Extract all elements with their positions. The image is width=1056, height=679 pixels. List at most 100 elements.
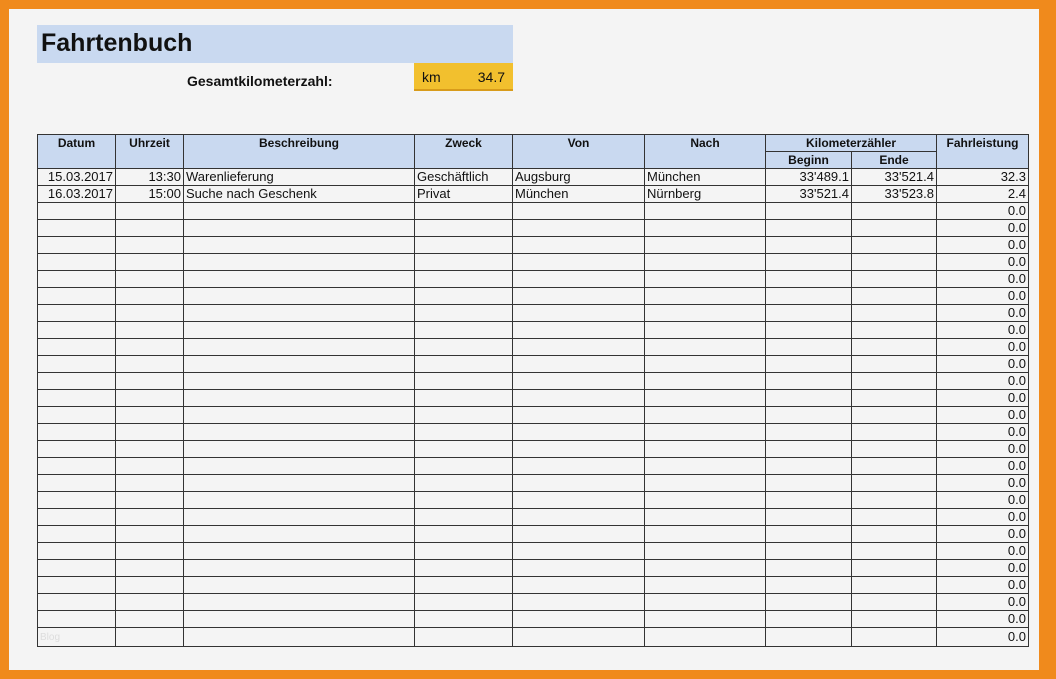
cell-beschreibung[interactable] bbox=[183, 304, 415, 322]
cell-nach[interactable] bbox=[644, 372, 766, 390]
cell-beschreibung[interactable] bbox=[183, 508, 415, 526]
cell-uhrzeit[interactable]: 13:30 bbox=[115, 168, 184, 186]
cell-nach[interactable] bbox=[644, 610, 766, 628]
cell-beginn[interactable] bbox=[765, 474, 852, 492]
cell-uhrzeit[interactable] bbox=[115, 372, 184, 390]
cell-zweck[interactable] bbox=[414, 406, 513, 424]
cell-uhrzeit[interactable] bbox=[115, 304, 184, 322]
cell-ende[interactable] bbox=[851, 389, 937, 407]
cell-ende[interactable] bbox=[851, 610, 937, 628]
cell-zweck[interactable] bbox=[414, 542, 513, 560]
cell-beginn[interactable] bbox=[765, 491, 852, 509]
cell-ende[interactable] bbox=[851, 457, 937, 475]
cell-zweck[interactable] bbox=[414, 627, 513, 647]
cell-zweck[interactable] bbox=[414, 321, 513, 339]
cell-ende[interactable] bbox=[851, 423, 937, 441]
cell-datum[interactable] bbox=[37, 236, 116, 254]
cell-zweck[interactable] bbox=[414, 457, 513, 475]
cell-zweck[interactable] bbox=[414, 287, 513, 305]
cell-fahrleistung[interactable]: 32.3 bbox=[936, 168, 1029, 186]
cell-beginn[interactable] bbox=[765, 236, 852, 254]
cell-uhrzeit[interactable] bbox=[115, 355, 184, 373]
cell-uhrzeit[interactable] bbox=[115, 338, 184, 356]
cell-beschreibung[interactable] bbox=[183, 236, 415, 254]
cell-beschreibung[interactable] bbox=[183, 372, 415, 390]
cell-beschreibung[interactable] bbox=[183, 457, 415, 475]
cell-uhrzeit[interactable] bbox=[115, 508, 184, 526]
cell-beschreibung[interactable] bbox=[183, 423, 415, 441]
cell-datum[interactable] bbox=[37, 474, 116, 492]
cell-fahrleistung[interactable]: 0.0 bbox=[936, 389, 1029, 407]
cell-datum[interactable] bbox=[37, 355, 116, 373]
cell-beschreibung[interactable] bbox=[183, 576, 415, 594]
cell-fahrleistung[interactable]: 0.0 bbox=[936, 253, 1029, 271]
cell-datum[interactable] bbox=[37, 270, 116, 288]
cell-beschreibung[interactable] bbox=[183, 202, 415, 220]
cell-ende[interactable] bbox=[851, 321, 937, 339]
cell-fahrleistung[interactable]: 0.0 bbox=[936, 270, 1029, 288]
cell-von[interactable] bbox=[512, 542, 645, 560]
cell-von[interactable] bbox=[512, 389, 645, 407]
cell-uhrzeit[interactable] bbox=[115, 440, 184, 458]
cell-datum[interactable]: 15.03.2017 bbox=[37, 168, 116, 186]
cell-uhrzeit[interactable] bbox=[115, 593, 184, 611]
cell-nach[interactable] bbox=[644, 423, 766, 441]
cell-beginn[interactable] bbox=[765, 457, 852, 475]
cell-ende[interactable] bbox=[851, 593, 937, 611]
cell-uhrzeit[interactable] bbox=[115, 491, 184, 509]
cell-uhrzeit[interactable] bbox=[115, 406, 184, 424]
cell-zweck[interactable]: Privat bbox=[414, 185, 513, 203]
cell-ende[interactable] bbox=[851, 355, 937, 373]
cell-nach[interactable] bbox=[644, 389, 766, 407]
cell-von[interactable] bbox=[512, 219, 645, 237]
cell-beschreibung[interactable] bbox=[183, 491, 415, 509]
cell-datum[interactable]: 16.03.2017 bbox=[37, 185, 116, 203]
cell-uhrzeit[interactable] bbox=[115, 525, 184, 543]
cell-nach[interactable] bbox=[644, 593, 766, 611]
cell-beschreibung[interactable] bbox=[183, 474, 415, 492]
cell-beginn[interactable] bbox=[765, 304, 852, 322]
total-km-cell[interactable]: km 34.7 bbox=[414, 63, 513, 91]
cell-uhrzeit[interactable] bbox=[115, 270, 184, 288]
cell-datum[interactable] bbox=[37, 508, 116, 526]
cell-beginn[interactable] bbox=[765, 542, 852, 560]
cell-uhrzeit[interactable] bbox=[115, 610, 184, 628]
cell-von[interactable] bbox=[512, 270, 645, 288]
cell-ende[interactable] bbox=[851, 236, 937, 254]
cell-fahrleistung[interactable]: 0.0 bbox=[936, 440, 1029, 458]
cell-zweck[interactable] bbox=[414, 559, 513, 577]
cell-nach[interactable]: München bbox=[644, 168, 766, 186]
cell-uhrzeit[interactable] bbox=[115, 236, 184, 254]
cell-ende[interactable] bbox=[851, 508, 937, 526]
cell-ende[interactable] bbox=[851, 576, 937, 594]
cell-zweck[interactable] bbox=[414, 219, 513, 237]
cell-beschreibung[interactable]: Warenlieferung bbox=[183, 168, 415, 186]
cell-von[interactable] bbox=[512, 321, 645, 339]
cell-beschreibung[interactable] bbox=[183, 287, 415, 305]
cell-fahrleistung[interactable]: 0.0 bbox=[936, 542, 1029, 560]
cell-datum[interactable] bbox=[37, 253, 116, 271]
cell-zweck[interactable] bbox=[414, 576, 513, 594]
cell-nach[interactable] bbox=[644, 253, 766, 271]
cell-uhrzeit[interactable] bbox=[115, 219, 184, 237]
cell-uhrzeit[interactable] bbox=[115, 253, 184, 271]
cell-nach[interactable] bbox=[644, 321, 766, 339]
cell-uhrzeit[interactable] bbox=[115, 457, 184, 475]
cell-uhrzeit[interactable] bbox=[115, 474, 184, 492]
cell-beschreibung[interactable] bbox=[183, 355, 415, 373]
cell-beginn[interactable] bbox=[765, 287, 852, 305]
cell-ende[interactable]: 33'523.8 bbox=[851, 185, 937, 203]
cell-beschreibung[interactable] bbox=[183, 406, 415, 424]
cell-uhrzeit[interactable]: 15:00 bbox=[115, 185, 184, 203]
cell-von[interactable] bbox=[512, 338, 645, 356]
cell-datum[interactable] bbox=[37, 406, 116, 424]
cell-zweck[interactable] bbox=[414, 253, 513, 271]
cell-datum[interactable] bbox=[37, 525, 116, 543]
cell-ende[interactable] bbox=[851, 440, 937, 458]
cell-ende[interactable] bbox=[851, 491, 937, 509]
cell-nach[interactable] bbox=[644, 474, 766, 492]
cell-datum[interactable] bbox=[37, 202, 116, 220]
cell-beginn[interactable] bbox=[765, 321, 852, 339]
cell-datum[interactable] bbox=[37, 593, 116, 611]
cell-beschreibung[interactable] bbox=[183, 627, 415, 647]
